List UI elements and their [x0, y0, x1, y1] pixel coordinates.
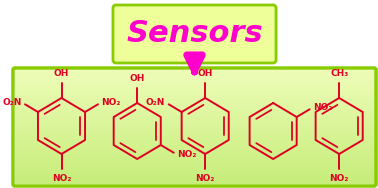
- FancyBboxPatch shape: [113, 5, 276, 63]
- Text: O₂N: O₂N: [146, 98, 165, 107]
- Text: OH: OH: [130, 74, 145, 83]
- Text: NO₂: NO₂: [52, 174, 71, 183]
- Text: CH₃: CH₃: [330, 69, 348, 78]
- Text: OH: OH: [197, 69, 213, 78]
- Text: NO₂: NO₂: [177, 150, 197, 159]
- Text: Sensors: Sensors: [126, 20, 263, 49]
- Text: NO₂: NO₂: [313, 103, 333, 112]
- Text: NO₂: NO₂: [195, 174, 215, 183]
- Text: NO₂: NO₂: [330, 174, 349, 183]
- Text: O₂N: O₂N: [2, 98, 22, 107]
- Text: OH: OH: [54, 69, 69, 78]
- Text: NO₂: NO₂: [102, 98, 121, 107]
